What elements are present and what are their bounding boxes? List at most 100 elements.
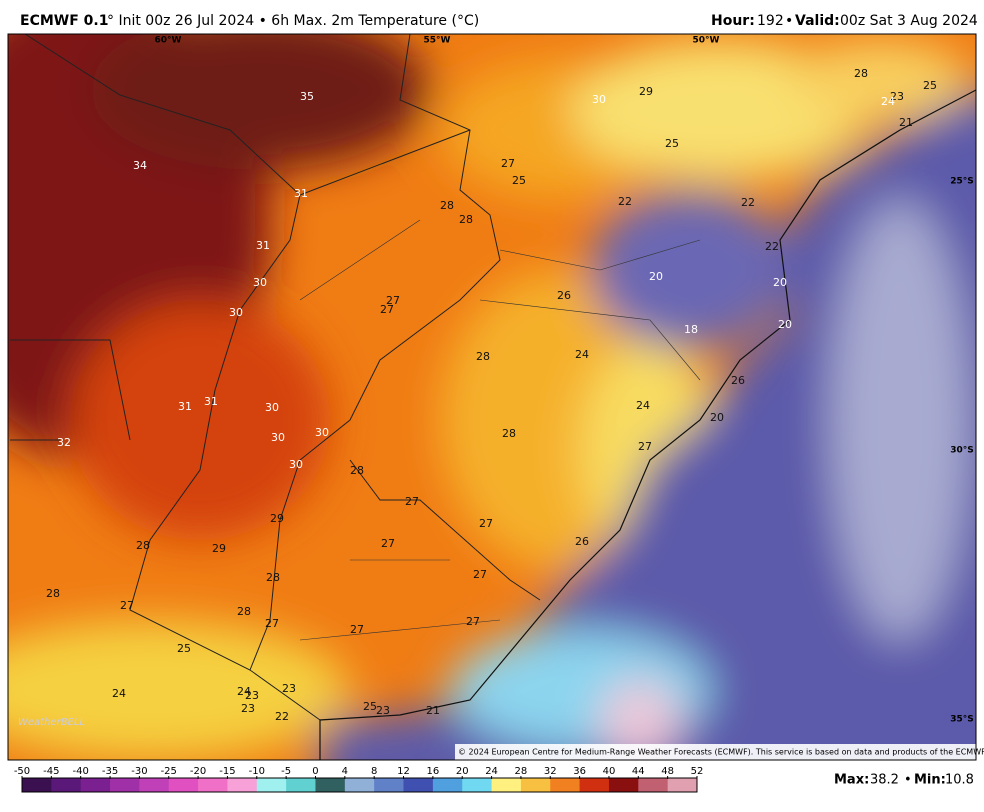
colorbar-label: -5 xyxy=(281,766,291,777)
colorbar-label: -10 xyxy=(249,766,265,777)
temp-label: 27 xyxy=(350,623,364,636)
colorbar-segment xyxy=(462,778,493,792)
temp-label: 27 xyxy=(501,157,515,170)
temp-label: 26 xyxy=(557,289,571,302)
temp-label: 20 xyxy=(710,411,724,424)
temp-label: 23 xyxy=(282,682,296,695)
colorbar-label: 32 xyxy=(544,766,557,777)
temp-label: 30 xyxy=(315,426,329,439)
colorbar-segment xyxy=(579,778,610,792)
colorbar-segment xyxy=(256,778,287,792)
colorbar-label: 48 xyxy=(661,766,674,777)
lon-label: 60°W xyxy=(155,36,182,46)
temp-label: 20 xyxy=(778,318,792,331)
min-label: Min: xyxy=(914,773,946,788)
temp-label: 22 xyxy=(741,196,755,209)
colorbar-label: -40 xyxy=(73,766,89,777)
temp-label: 27 xyxy=(405,495,419,508)
temp-label: 31 xyxy=(204,395,218,408)
temp-label: 28 xyxy=(350,464,364,477)
colorbar-label: 28 xyxy=(515,766,528,777)
max: 38.2 xyxy=(870,773,899,788)
watermark: WeatherBELL xyxy=(18,717,85,728)
colorbar-segment xyxy=(608,778,639,792)
temp-label: 31 xyxy=(178,400,192,413)
temp-label: 34 xyxy=(133,159,147,172)
colorbar-label: 0 xyxy=(312,766,318,777)
temp-label: 22 xyxy=(275,710,289,723)
temp-label: 30 xyxy=(265,401,279,414)
temp-label: 25 xyxy=(512,174,526,187)
colorbar-segment xyxy=(550,778,581,792)
colorbar-label: -15 xyxy=(219,766,235,777)
colorbar-label: 44 xyxy=(632,766,645,777)
temp-label: 27 xyxy=(638,440,652,453)
model: ECMWF 0.1 xyxy=(20,13,108,29)
temp-label: 27 xyxy=(381,537,395,550)
temp-label: 26 xyxy=(575,535,589,548)
colorbar-label: -30 xyxy=(131,766,147,777)
colorbar-label: 8 xyxy=(371,766,377,777)
colorbar-label: 40 xyxy=(603,766,616,777)
colorbar-segment xyxy=(286,778,316,792)
valid: 00z Sat 3 Aug 2024 xyxy=(840,13,978,29)
colorbar-segment xyxy=(168,778,199,792)
colorbar-segment xyxy=(667,778,698,792)
colorbar-segment xyxy=(80,778,111,792)
temp-label: 27 xyxy=(386,294,400,307)
colorbar-label: 24 xyxy=(485,766,498,777)
temp-label: 25 xyxy=(363,700,377,713)
colorbar-label: -25 xyxy=(161,766,177,777)
colorbar-label: -45 xyxy=(43,766,59,777)
colorbar-segment xyxy=(139,778,170,792)
valid-label: Valid: xyxy=(795,13,840,29)
temp-label: 27 xyxy=(265,617,279,630)
colorbar-segment xyxy=(110,778,140,792)
lon-label: 50°W xyxy=(693,36,720,46)
colorbar-segment xyxy=(520,778,551,792)
colorbar-label: 4 xyxy=(342,766,348,777)
temp-label: 24 xyxy=(112,687,126,700)
colorbar-segment xyxy=(344,778,375,792)
colorbar-label: -20 xyxy=(190,766,206,777)
lat-label: 25°S xyxy=(950,177,974,187)
temp-label: 24 xyxy=(237,685,251,698)
colorbar-label: 52 xyxy=(691,766,704,777)
temp-label: 28 xyxy=(237,605,251,618)
colorbar-label: -50 xyxy=(14,766,30,777)
colorbar-segment xyxy=(638,778,669,792)
temp-label: 25 xyxy=(665,137,679,150)
temp-label: 25 xyxy=(923,79,937,92)
temp-label: 29 xyxy=(212,542,226,555)
temp-label: 28 xyxy=(502,427,516,440)
colorbar-label: 36 xyxy=(573,766,586,777)
description: ° Init 00z 26 Jul 2024 • 6h Max. 2m Temp… xyxy=(107,13,479,29)
colorbar-segment xyxy=(51,778,82,792)
colorbar-segment xyxy=(198,778,228,792)
colorbar-label: 12 xyxy=(397,766,410,777)
temp-label: 21 xyxy=(426,704,440,717)
temp-label: 22 xyxy=(765,240,779,253)
temp-label: 23 xyxy=(245,689,259,702)
temp-label: 23 xyxy=(890,90,904,103)
temp-label: 31 xyxy=(294,187,308,200)
lat-label: 30°S xyxy=(950,446,974,456)
colorbar-frame xyxy=(21,777,698,793)
temp-label: 35 xyxy=(300,90,314,103)
temp-label: 29 xyxy=(639,85,653,98)
temp-label: 29 xyxy=(270,512,284,525)
temp-label: 30 xyxy=(592,93,606,106)
temp-label: 22 xyxy=(618,195,632,208)
temp-label: 27 xyxy=(380,303,394,316)
copyright: © 2024 European Centre for Medium-Range … xyxy=(458,748,984,757)
temp-label: 18 xyxy=(684,323,698,336)
colorbar-segment xyxy=(432,778,463,792)
temp-label: 30 xyxy=(289,458,303,471)
temp-label: 21 xyxy=(899,116,913,129)
temp-label: 28 xyxy=(136,539,150,552)
colorbar-segment xyxy=(403,778,434,792)
temp-label: 28 xyxy=(854,67,868,80)
temp-label: 24 xyxy=(636,399,650,412)
temp-label: 30 xyxy=(229,306,243,319)
